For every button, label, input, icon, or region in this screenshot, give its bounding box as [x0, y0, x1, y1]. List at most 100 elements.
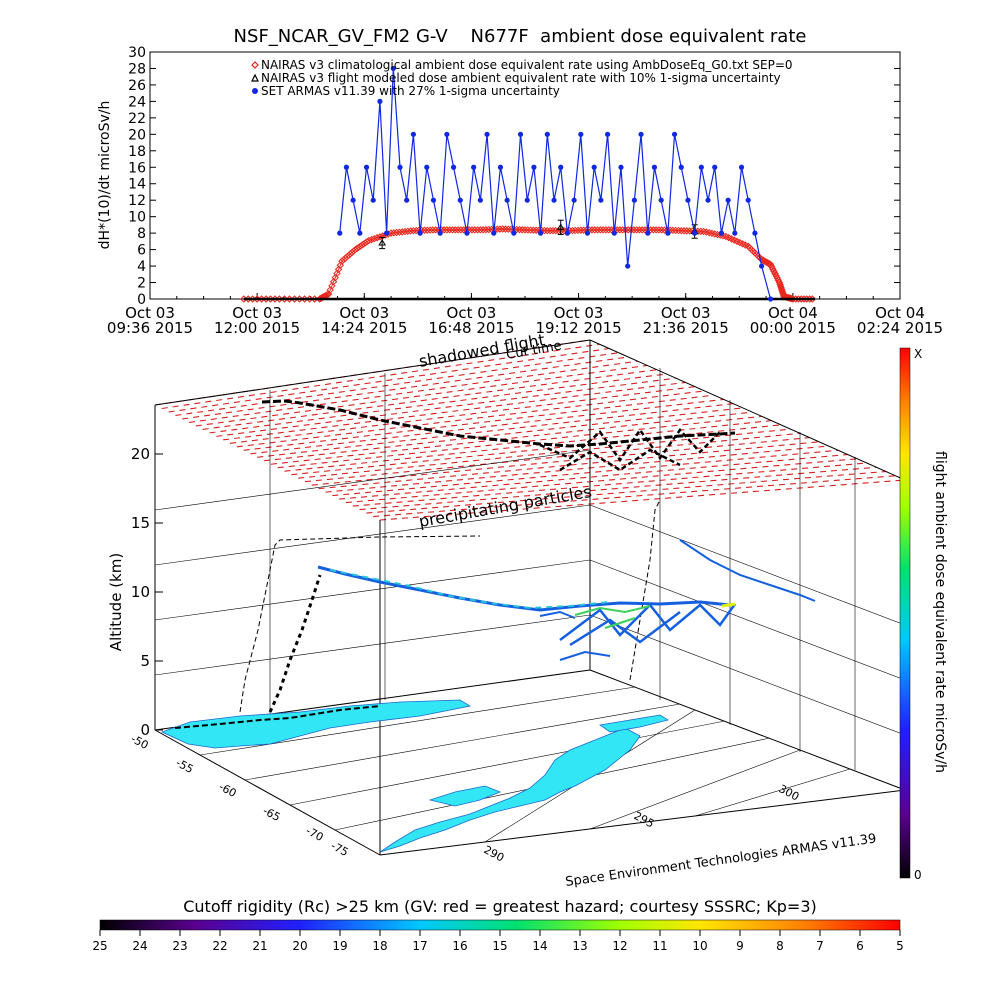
series-armas-point — [645, 230, 651, 236]
series-climatological-point — [738, 240, 747, 248]
grid-plane-line — [345, 458, 858, 504]
series-armas-point — [732, 230, 738, 236]
lon-tick-label: 295 — [632, 809, 657, 830]
y-tick-label: 28 — [128, 61, 146, 77]
series-armas-point — [604, 131, 611, 137]
x-tick-label-day: Oct 03 — [339, 304, 389, 322]
series-flight-point — [556, 223, 565, 230]
y-axis-label: dH*(10)/dt microSv/h — [97, 101, 113, 250]
series-armas-point — [343, 164, 350, 170]
series-armas-point — [538, 230, 544, 236]
grid-plane-line — [216, 377, 676, 437]
flight-track-zigzag — [559, 603, 737, 647]
rigidity-tick-label: 9 — [736, 939, 744, 953]
series-armas-point — [752, 230, 758, 236]
flight-track — [317, 539, 816, 661]
lat-tick-label: -60 — [217, 780, 239, 800]
grid-plane-line — [291, 424, 781, 476]
y-tick-label: 18 — [128, 144, 146, 160]
z-tick-label: 10 — [131, 583, 150, 601]
series-climatological-point — [326, 286, 334, 294]
x-tick-label-day: Oct 03 — [554, 304, 604, 322]
series-climatological-point — [334, 265, 343, 274]
series-armas-point — [591, 164, 597, 170]
series-armas-point — [484, 131, 490, 137]
series-armas-point — [618, 164, 624, 170]
series-armas-point — [417, 230, 423, 236]
terrain-antarctic-peninsula — [379, 727, 641, 853]
series-armas-point — [397, 164, 403, 170]
x-tick-label-day: Oct 03 — [661, 304, 711, 322]
series-armas-point — [678, 164, 684, 170]
series-armas-point — [337, 230, 343, 236]
terrain-map — [160, 699, 670, 853]
series-climatological-point — [741, 241, 750, 249]
rigidity-tick-label: 10 — [692, 939, 707, 953]
flight-track-far-right — [679, 539, 816, 602]
x-tick-label-day: Oct 03 — [232, 304, 282, 322]
grid-plane-line — [366, 470, 886, 514]
lat-tick-label: -65 — [261, 804, 283, 824]
rigidity-tick-label: 14 — [532, 939, 547, 953]
series-armas-point — [625, 263, 631, 269]
shadowed-flight-grid — [154, 339, 906, 521]
series-armas-point — [698, 164, 704, 170]
y-tick-label: 22 — [128, 111, 146, 127]
rigidity-title: Cutoff rigidity (Rc) >25 km (GV: red = g… — [183, 897, 817, 916]
grid-plane-line — [161, 343, 600, 410]
series-armas-point — [671, 131, 678, 137]
grid-plane-line — [243, 394, 715, 451]
floor-right-edge — [589, 669, 906, 791]
grid-plane-line — [277, 415, 762, 469]
series-climatological-point — [705, 229, 713, 237]
series-climatological-point — [328, 282, 336, 290]
y-tick-label: 4 — [137, 259, 146, 275]
x-tick-label-time: 19:12 2015 — [535, 319, 621, 337]
flight-top-trace — [261, 399, 736, 472]
dose-colorbar-top-label: X — [914, 347, 922, 361]
rigidity-tick-label: 19 — [332, 939, 347, 953]
series-armas-point — [692, 230, 698, 236]
series-armas-point — [357, 230, 363, 236]
ascent-marker-trail — [268, 574, 322, 713]
flight-track-return — [539, 610, 576, 619]
legend: NAIRAS v3 climatological ambient dose eq… — [251, 58, 793, 98]
grid-plane-line — [298, 428, 791, 479]
grid-plane-line — [264, 407, 743, 462]
grid-plane-line — [352, 462, 867, 507]
series-armas-point — [404, 197, 410, 203]
grid-plane-line — [270, 411, 753, 465]
floor-front-edge — [379, 789, 906, 856]
grid-plane-line — [236, 390, 705, 448]
series-climatological-point — [736, 238, 744, 247]
series-armas-point — [611, 230, 617, 236]
series-climatological-point — [370, 234, 379, 243]
series-armas-point — [363, 164, 370, 170]
rigidity-gradient — [99, 919, 901, 931]
x-tick-label-day: Oct 04 — [768, 304, 818, 322]
series-armas-point — [631, 197, 637, 203]
lat-tick-label: -55 — [174, 756, 196, 776]
flight-track-yellow — [721, 602, 736, 608]
series-armas-point — [491, 230, 497, 236]
dose-colorbar: X 0 flight ambient dose equivalent rate … — [899, 347, 948, 882]
series-armas-point — [497, 164, 504, 170]
rigidity-tick-label: 23 — [172, 939, 187, 953]
series-climatological-point — [702, 228, 711, 236]
z-axis-ticks: 0 5 10 15 20 — [131, 445, 163, 739]
series-armas-point — [524, 197, 530, 203]
descent-shadow-line — [629, 499, 661, 681]
x-tick-label-time: 14:24 2015 — [321, 319, 407, 337]
x-tick-label-day: Oct 04 — [875, 304, 925, 322]
series-armas-point — [370, 197, 376, 203]
series-armas-line — [339, 68, 772, 300]
y-tick-label: 24 — [128, 94, 146, 110]
rigidity-tick-label: 20 — [292, 939, 307, 953]
series-climatological-point — [324, 290, 333, 298]
series-armas-point — [718, 230, 725, 236]
y-tick-label: 2 — [137, 276, 146, 292]
x-tick-label-day: Oct 03 — [447, 304, 497, 322]
legend-triangle-marker — [251, 73, 259, 82]
